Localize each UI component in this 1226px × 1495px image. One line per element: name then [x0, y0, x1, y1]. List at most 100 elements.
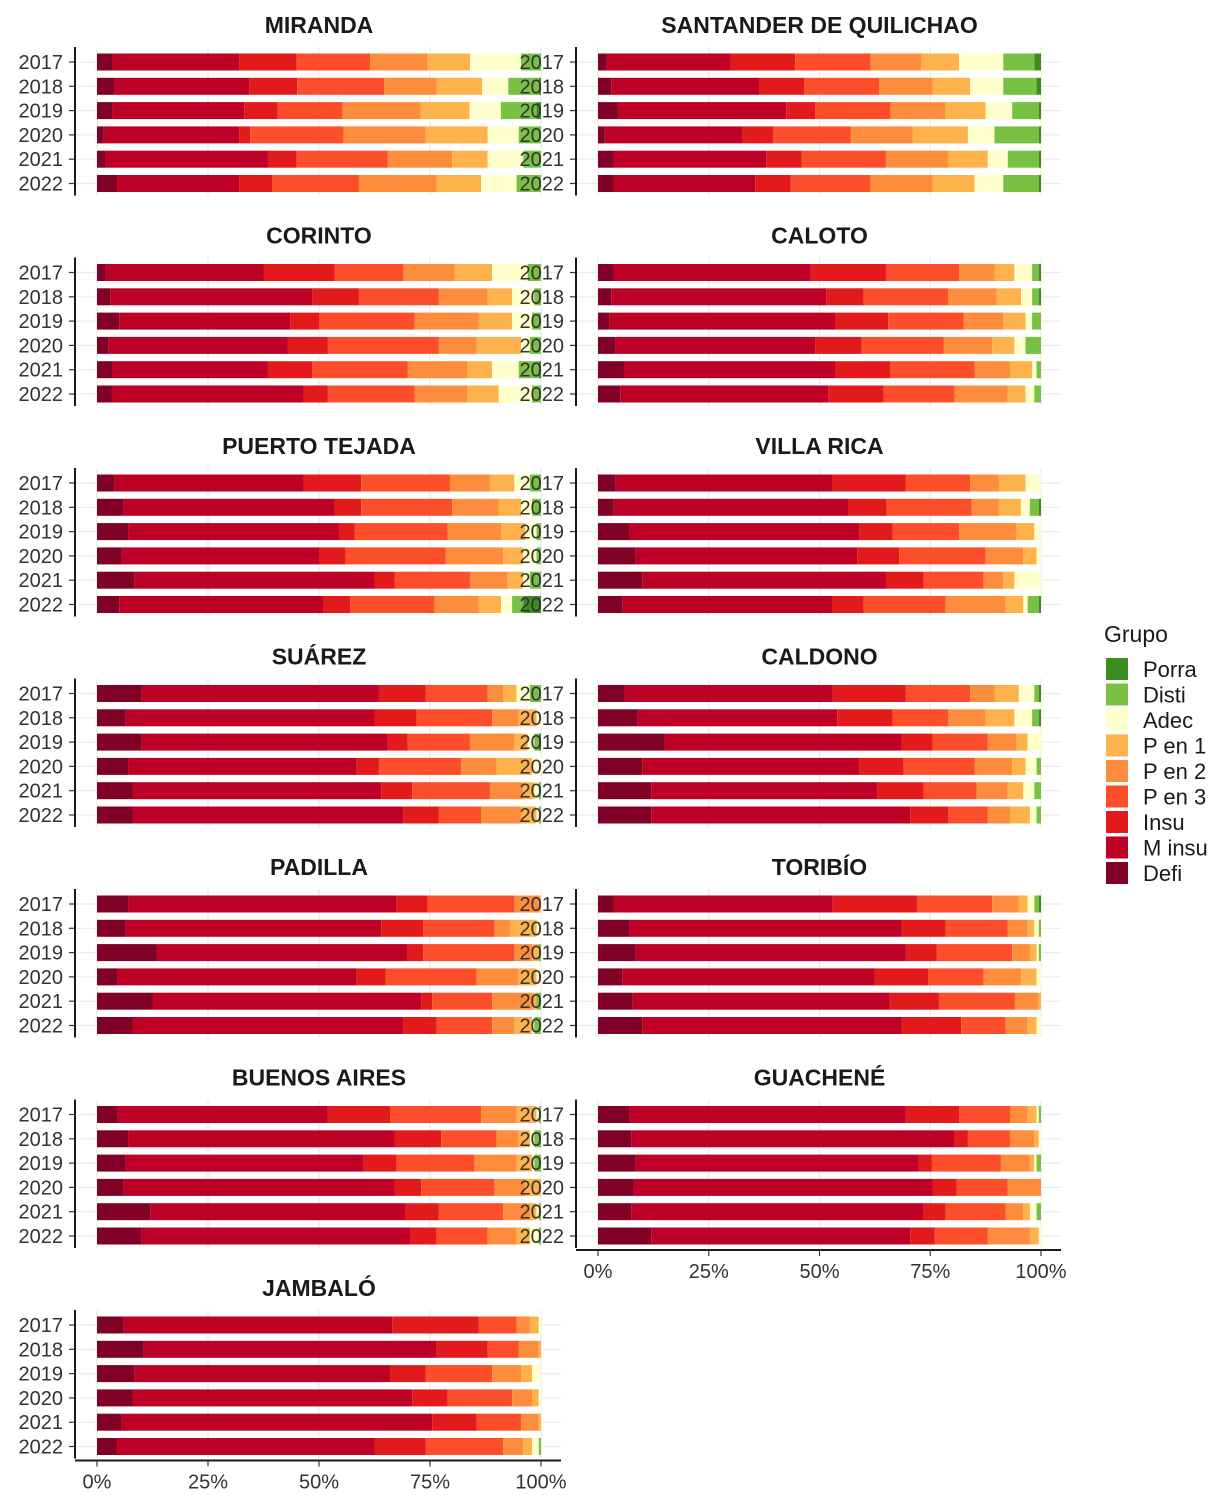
- bar-segment-defi: [97, 264, 106, 281]
- bar-segment-m-insu: [631, 1203, 924, 1221]
- bar-segment-defi: [598, 709, 638, 727]
- bar-segment-p-en-1: [921, 53, 960, 71]
- bar-segment-adec: [532, 1365, 541, 1383]
- x-tick-label: 50%: [299, 1472, 339, 1494]
- y-tick-label: 2022: [19, 174, 64, 196]
- bar-segment-p-en-3: [423, 919, 495, 937]
- bar-segment-p-en-2: [850, 126, 913, 144]
- bar-segment-p-en-2: [449, 474, 490, 492]
- bar-segment-insu: [905, 944, 937, 962]
- bar-segment-disti: [538, 806, 541, 824]
- bar-row-2022: [97, 596, 541, 613]
- bar-segment-p-en-2: [447, 523, 502, 541]
- bar-segment-p-en-3: [438, 806, 482, 824]
- bar-row-2019: [598, 733, 1041, 751]
- bar-segment-defi: [598, 1017, 643, 1034]
- bar-segment-adec: [1038, 1130, 1041, 1148]
- bar-segment-porra: [1038, 150, 1041, 168]
- bar-segment-insu: [396, 895, 428, 913]
- y-tick-label: 2022: [19, 595, 64, 617]
- bar-segment-p-en-2: [992, 895, 1019, 913]
- bar-segment-insu: [859, 523, 893, 541]
- bar-segment-porra: [1038, 175, 1041, 192]
- bar-segment-p-en-1: [1027, 1106, 1037, 1123]
- bar-segment-m-insu: [651, 782, 878, 800]
- bar-segment-adec: [1032, 361, 1037, 379]
- y-tick-label: 2020: [520, 546, 565, 568]
- bar-segment-p-en-2: [971, 498, 999, 516]
- bar-row-2017: [598, 895, 1041, 913]
- bar-segment-adec: [1014, 264, 1033, 281]
- bar-segment-p-en-1: [538, 895, 541, 913]
- bar-segment-p-en-1: [489, 474, 515, 492]
- bar-segment-defi: [97, 1106, 117, 1123]
- bar-segment-p-en-1: [529, 1203, 537, 1221]
- bar-segment-adec: [501, 596, 513, 613]
- bar-segment-disti: [529, 474, 541, 492]
- bar-segment-defi: [97, 474, 115, 492]
- y-tick-label: 2020: [520, 756, 565, 778]
- bar-segment-defi: [598, 733, 665, 751]
- y-tick-label: 2022: [520, 1016, 565, 1038]
- bar-segment-insu: [436, 1340, 488, 1358]
- bar-segment-porra: [536, 102, 541, 120]
- bar-row-2021: [97, 150, 541, 168]
- bar-segment-m-insu: [141, 685, 379, 702]
- bar-segment-adec: [521, 336, 530, 354]
- bar-segment-p-en-1: [523, 1438, 533, 1455]
- bar-segment-p-en-1: [503, 547, 524, 565]
- bar-segment-defi: [97, 685, 142, 702]
- bar-segment-p-en-1: [425, 126, 488, 144]
- y-tick-label: 2022: [520, 384, 565, 406]
- bar-segment-p-en-2: [476, 968, 519, 986]
- bar-segment-disti: [534, 1017, 541, 1034]
- bar-segment-adec: [1014, 709, 1033, 727]
- bar-row-2018: [598, 1130, 1041, 1148]
- bar-row-2017: [97, 264, 541, 281]
- bar-segment-m-insu: [613, 498, 849, 516]
- y-tick-label: 2019: [19, 943, 64, 965]
- bar-row-2017: [598, 264, 1041, 281]
- bar-segment-p-en-2: [1014, 992, 1039, 1010]
- bar-segment-m-insu: [156, 944, 408, 962]
- y-tick-label: 2020: [19, 125, 64, 147]
- bar-segment-insu: [848, 498, 887, 516]
- bar-segment-m-insu: [112, 53, 240, 71]
- bar-segment-m-insu: [132, 806, 404, 824]
- bar-segment-p-en-1: [516, 1106, 537, 1123]
- bar-segment-adec: [532, 1438, 539, 1455]
- bar-segment-adec: [1021, 288, 1033, 306]
- bar-segment-m-insu: [651, 1227, 911, 1245]
- bar-segment-p-en-3: [350, 596, 435, 613]
- bar-row-2022: [97, 175, 541, 192]
- bar-segment-p-en-2: [414, 312, 479, 330]
- bar-segment-defi: [97, 968, 117, 986]
- bar-segment-p-en-2: [963, 312, 1004, 330]
- bar-segment-m-insu: [622, 968, 875, 986]
- y-tick-label: 2018: [19, 708, 64, 730]
- bar-row-2022: [598, 385, 1041, 403]
- bar-row-2020: [598, 1178, 1041, 1196]
- bar-segment-m-insu: [143, 1340, 437, 1358]
- legend-swatch: [1106, 734, 1128, 757]
- bar-segment-defi: [97, 547, 122, 565]
- y-tick-label: 2017: [19, 1105, 64, 1127]
- bar-segment-porra: [1038, 264, 1041, 281]
- bar-segment-m-insu: [132, 782, 382, 800]
- bar-row-2021: [598, 782, 1041, 800]
- bar-segment-p-en-1: [1029, 1227, 1039, 1245]
- bar-segment-p-en-3: [961, 1017, 1006, 1034]
- bar-segment-defi: [598, 1106, 630, 1123]
- bar-segment-porra: [1038, 709, 1041, 727]
- bar-segment-insu: [244, 102, 278, 120]
- y-tick-label: 2017: [520, 263, 565, 285]
- bar-segment-defi: [97, 806, 133, 824]
- bar-segment-p-en-2: [370, 53, 428, 71]
- bar-segment-defi: [598, 53, 607, 71]
- y-tick-label: 2020: [19, 1177, 64, 1199]
- bar-segment-disti: [512, 596, 524, 613]
- bar-segment-adec: [525, 523, 537, 541]
- bar-segment-porra: [538, 77, 541, 95]
- bar-segment-p-en-3: [905, 474, 971, 492]
